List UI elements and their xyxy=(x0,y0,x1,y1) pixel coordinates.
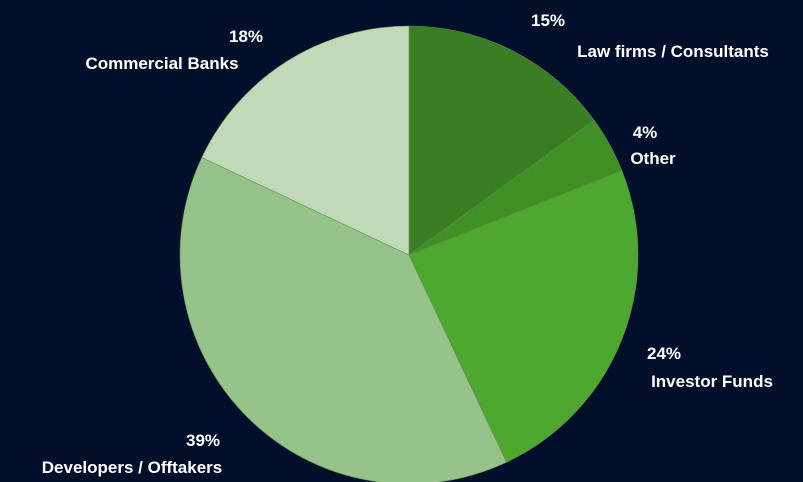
pie-slice-commercial-banks xyxy=(201,25,410,256)
pie-slice-investor-funds xyxy=(408,170,639,463)
slice-name-other: Other xyxy=(630,149,676,168)
slice-percent-investor-funds: 24% xyxy=(647,344,681,363)
pie-slices xyxy=(179,25,639,482)
pie-slice-law-firms-consultants xyxy=(408,25,595,256)
slice-percent-other: 4% xyxy=(633,123,658,142)
slice-percent-law-firms-consultants: 15% xyxy=(531,11,565,30)
slice-percent-commercial-banks: 18% xyxy=(229,27,263,46)
slice-percent-developers-offtakers: 39% xyxy=(186,431,220,450)
pie-slice-developers-offtakers xyxy=(179,157,507,482)
slice-name-law-firms-consultants: Law firms / Consultants xyxy=(577,42,769,61)
slice-name-developers-offtakers: Developers / Offtakers xyxy=(42,458,222,477)
slice-name-commercial-banks: Commercial Banks xyxy=(85,54,238,73)
slice-name-investor-funds: Investor Funds xyxy=(651,372,773,391)
pie-labels: 15% Law firms / Consultants 4% Other 24%… xyxy=(42,11,773,477)
